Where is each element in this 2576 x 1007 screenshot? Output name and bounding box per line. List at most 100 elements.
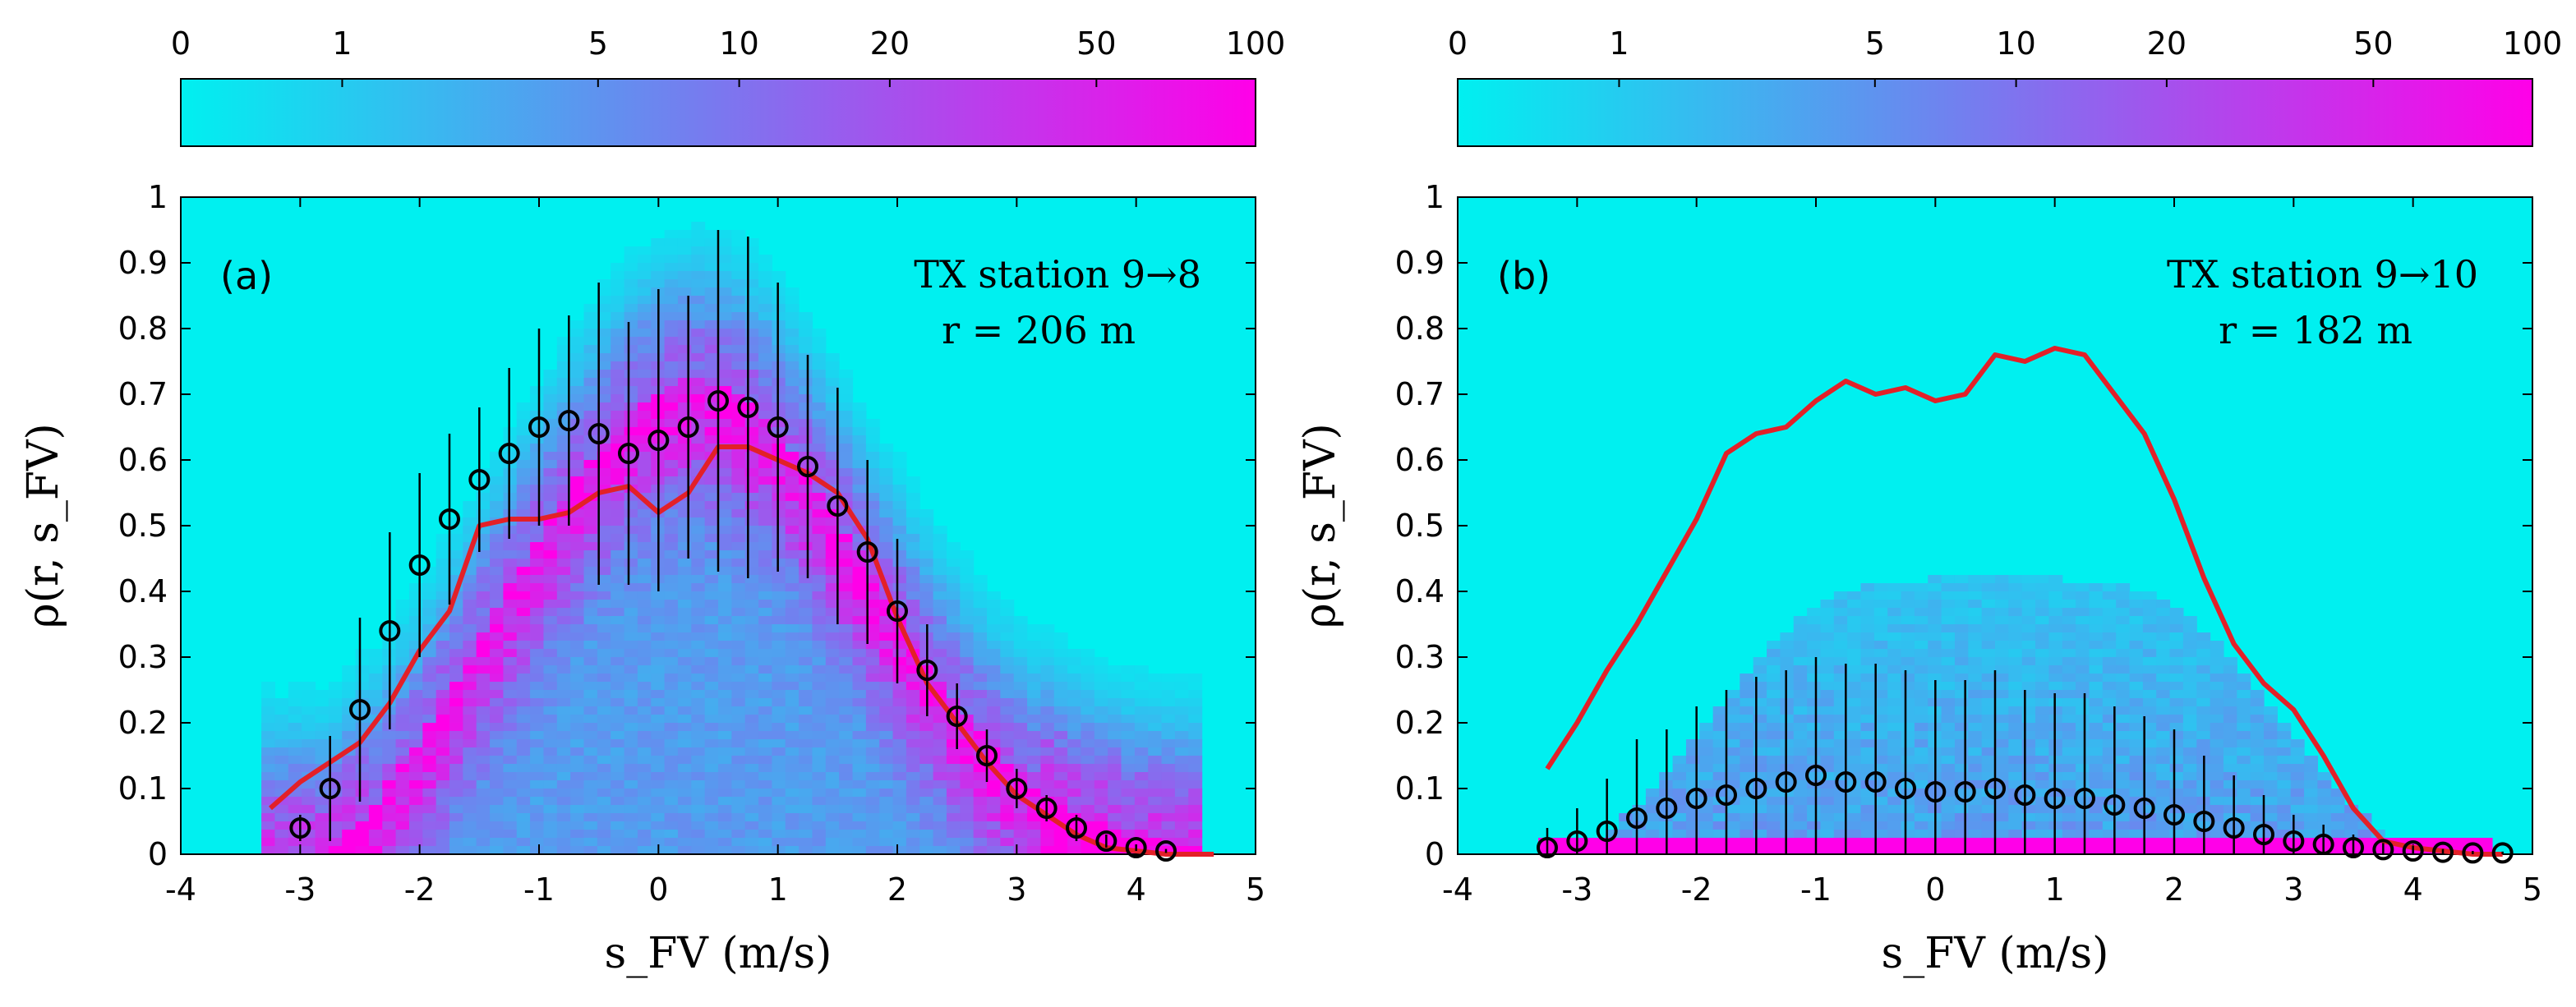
density-cell [355, 789, 370, 798]
annotation-station: TX station 9→10 [2167, 252, 2478, 297]
density-cell [892, 747, 907, 756]
density-cell [435, 550, 450, 559]
density-cell [624, 608, 638, 617]
density-cell [704, 567, 719, 576]
density-cell [758, 706, 772, 715]
density-cell [1134, 789, 1149, 798]
density-cell [1860, 805, 1875, 814]
density-cell [2277, 772, 2292, 781]
density-cell [1712, 846, 1727, 855]
density-cell [583, 600, 598, 609]
density-cell [651, 641, 666, 650]
density-cell [691, 550, 706, 559]
density-cell [530, 641, 545, 650]
density-cell [1753, 797, 1767, 806]
density-cell [812, 772, 827, 781]
density-cell [2156, 838, 2171, 847]
density-cell [2156, 715, 2171, 724]
density-cell [1672, 789, 1687, 798]
density-cell [2076, 747, 2090, 756]
density-cell [516, 789, 531, 798]
density-cell [664, 329, 679, 338]
density-cell [731, 255, 746, 264]
density-cell [1027, 682, 1041, 691]
density-cell [1981, 846, 1996, 855]
density-cell [1833, 830, 1848, 839]
density-cell [1954, 731, 1969, 740]
density-cell [960, 657, 975, 666]
density-cell [328, 698, 343, 707]
density-cell [583, 402, 598, 412]
density-cell [2116, 624, 2131, 633]
density-cell [463, 739, 477, 748]
density-cell [1833, 649, 1848, 658]
density-cell [2021, 764, 2036, 773]
density-cell [758, 411, 772, 420]
density-cell [570, 649, 585, 658]
density-cell [1188, 789, 1203, 798]
density-cell [583, 747, 598, 756]
density-cell [1053, 657, 1068, 666]
density-cell [2129, 739, 2144, 748]
density-cell [516, 559, 531, 568]
density-cell [1121, 674, 1136, 683]
density-cell [1174, 731, 1189, 740]
density-cell [825, 427, 840, 436]
density-cell [906, 838, 920, 847]
density-cell [718, 616, 732, 625]
density-cell [744, 378, 759, 387]
density-cell [624, 616, 638, 625]
density-cell [2062, 641, 2076, 650]
density-cell [503, 641, 518, 650]
density-cell [2021, 706, 2036, 715]
density-cell [664, 632, 679, 641]
density-cell [879, 830, 894, 839]
density-cell [1887, 780, 1902, 789]
density-cell [960, 789, 975, 798]
density-cell [758, 353, 772, 362]
density-cell [624, 542, 638, 551]
density-cell [812, 559, 827, 568]
density-cell [987, 846, 1001, 855]
density-cell [1081, 715, 1095, 724]
density-cell [1040, 624, 1055, 633]
density-cell [637, 657, 652, 666]
density-cell [839, 813, 854, 822]
density-cell [1699, 723, 1714, 732]
density-cell [422, 657, 437, 666]
density-cell [1847, 682, 1862, 691]
density-cell [772, 271, 786, 280]
density-cell [718, 846, 732, 855]
density-cell [973, 838, 988, 847]
density-cell [744, 723, 759, 732]
density-cell [1108, 764, 1122, 773]
density-cell [758, 550, 772, 559]
density-cell [785, 665, 800, 674]
density-cell [933, 813, 947, 822]
density-cell [1108, 780, 1122, 789]
density-cell [624, 641, 638, 650]
density-cell [731, 797, 746, 806]
density-cell [1094, 706, 1108, 715]
density-cell [1121, 739, 1136, 748]
density-cell [785, 476, 800, 485]
density-cell [839, 641, 854, 650]
density-cell [960, 838, 975, 847]
density-cell [664, 813, 679, 822]
density-cell [785, 747, 800, 756]
density-cell [2156, 641, 2171, 650]
density-cell [395, 813, 410, 822]
density-cell [637, 427, 652, 436]
density-cell [274, 846, 289, 855]
density-cell [1685, 780, 1700, 789]
density-cell [556, 378, 571, 387]
density-cell [677, 780, 692, 789]
density-cell [1820, 821, 1835, 830]
density-cell [611, 361, 625, 370]
density-cell [906, 715, 920, 724]
density-cell [2142, 747, 2157, 756]
density-cell [1067, 764, 1082, 773]
density-cell [906, 550, 920, 559]
density-cell [2089, 797, 2104, 806]
density-cell [2290, 780, 2305, 789]
